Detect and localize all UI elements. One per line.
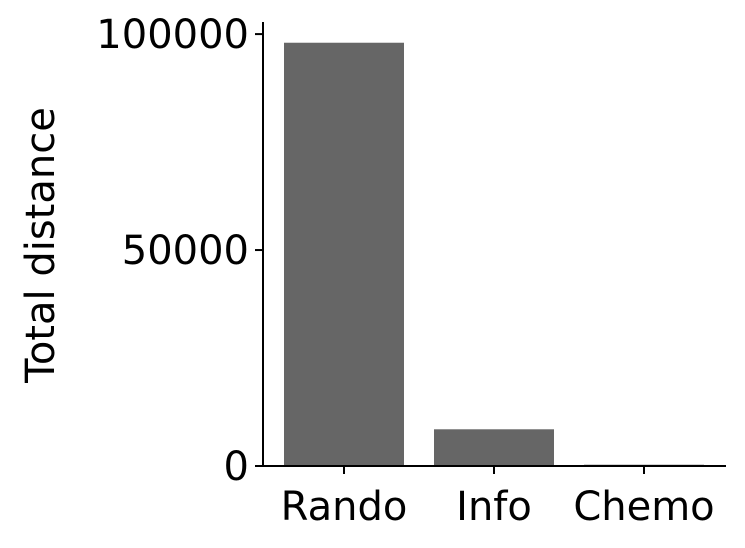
x-axis-ticks: Rando Info Chemo — [281, 466, 715, 530]
y-axis-ticks: 0 50000 100000 — [96, 12, 263, 490]
x-tick-label-chemo: Chemo — [573, 484, 714, 530]
y-tick-label: 50000 — [122, 228, 249, 274]
y-axis-label: Total distance — [18, 107, 64, 384]
x-tick-label-info: Info — [456, 484, 532, 530]
x-tick-label-rando: Rando — [281, 484, 408, 530]
y-tick-label: 0 — [224, 444, 249, 490]
bars-group — [284, 42, 704, 467]
bar-info — [434, 429, 554, 466]
bar-rando — [284, 42, 404, 467]
y-tick-label: 100000 — [96, 12, 249, 58]
